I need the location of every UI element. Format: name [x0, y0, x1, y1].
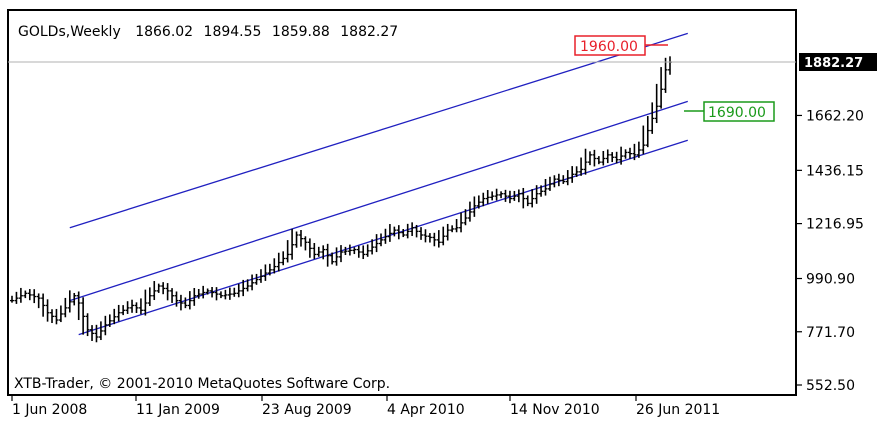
- y-axis: 1662.20 1436.15 1216.95 990.90 771.70 552.50: [796, 108, 864, 394]
- copyright-label: XTB-Trader, © 2001-2010 MetaQuotes Softw…: [14, 376, 390, 392]
- channel-line-upper: [69, 32, 688, 229]
- plot-frame: [7, 9, 797, 396]
- last-price-label: 1882.27: [804, 56, 863, 71]
- close-value: 1882.27: [340, 24, 398, 40]
- y-tick-label: 990.90: [806, 272, 855, 288]
- channel-line-middle: [69, 100, 688, 302]
- price-annotations: 1960.00 1690.00: [574, 35, 775, 122]
- price-bars: [10, 56, 672, 343]
- x-tick-label: 14 Nov 2010: [510, 402, 600, 418]
- x-tick-label: 4 Apr 2010: [387, 402, 465, 418]
- x-tick-label: 26 Jun 2011: [636, 402, 720, 418]
- annotation-label-1960: 1960.00: [580, 39, 638, 55]
- y-tick-label: 771.70: [806, 325, 855, 341]
- x-tick-label: 23 Aug 2009: [262, 402, 352, 418]
- open-value: 1866.02: [135, 24, 193, 40]
- chart-header: GOLDs,Weekly 1866.02 1894.55 1859.88 188…: [18, 24, 398, 40]
- annotation-label-1690: 1690.00: [708, 105, 766, 121]
- symbol-label: GOLDs,Weekly: [18, 24, 121, 40]
- y-tick-label: 552.50: [806, 378, 855, 394]
- low-value: 1859.88: [272, 24, 330, 40]
- last-price-box: [799, 53, 877, 71]
- current-price-line: 1882.27: [8, 53, 877, 71]
- x-axis: 1 Jun 2008 11 Jan 2009 23 Aug 2009 4 Apr 20…: [11, 395, 720, 418]
- x-tick-label: 11 Jan 2009: [136, 402, 220, 418]
- y-tick-label: 1216.95: [806, 217, 864, 233]
- x-tick-label: 1 Jun 2008: [12, 402, 87, 418]
- y-tick-label: 1436.15: [806, 163, 864, 179]
- high-value: 1894.55: [204, 24, 262, 40]
- y-tick-label: 1662.20: [806, 108, 864, 124]
